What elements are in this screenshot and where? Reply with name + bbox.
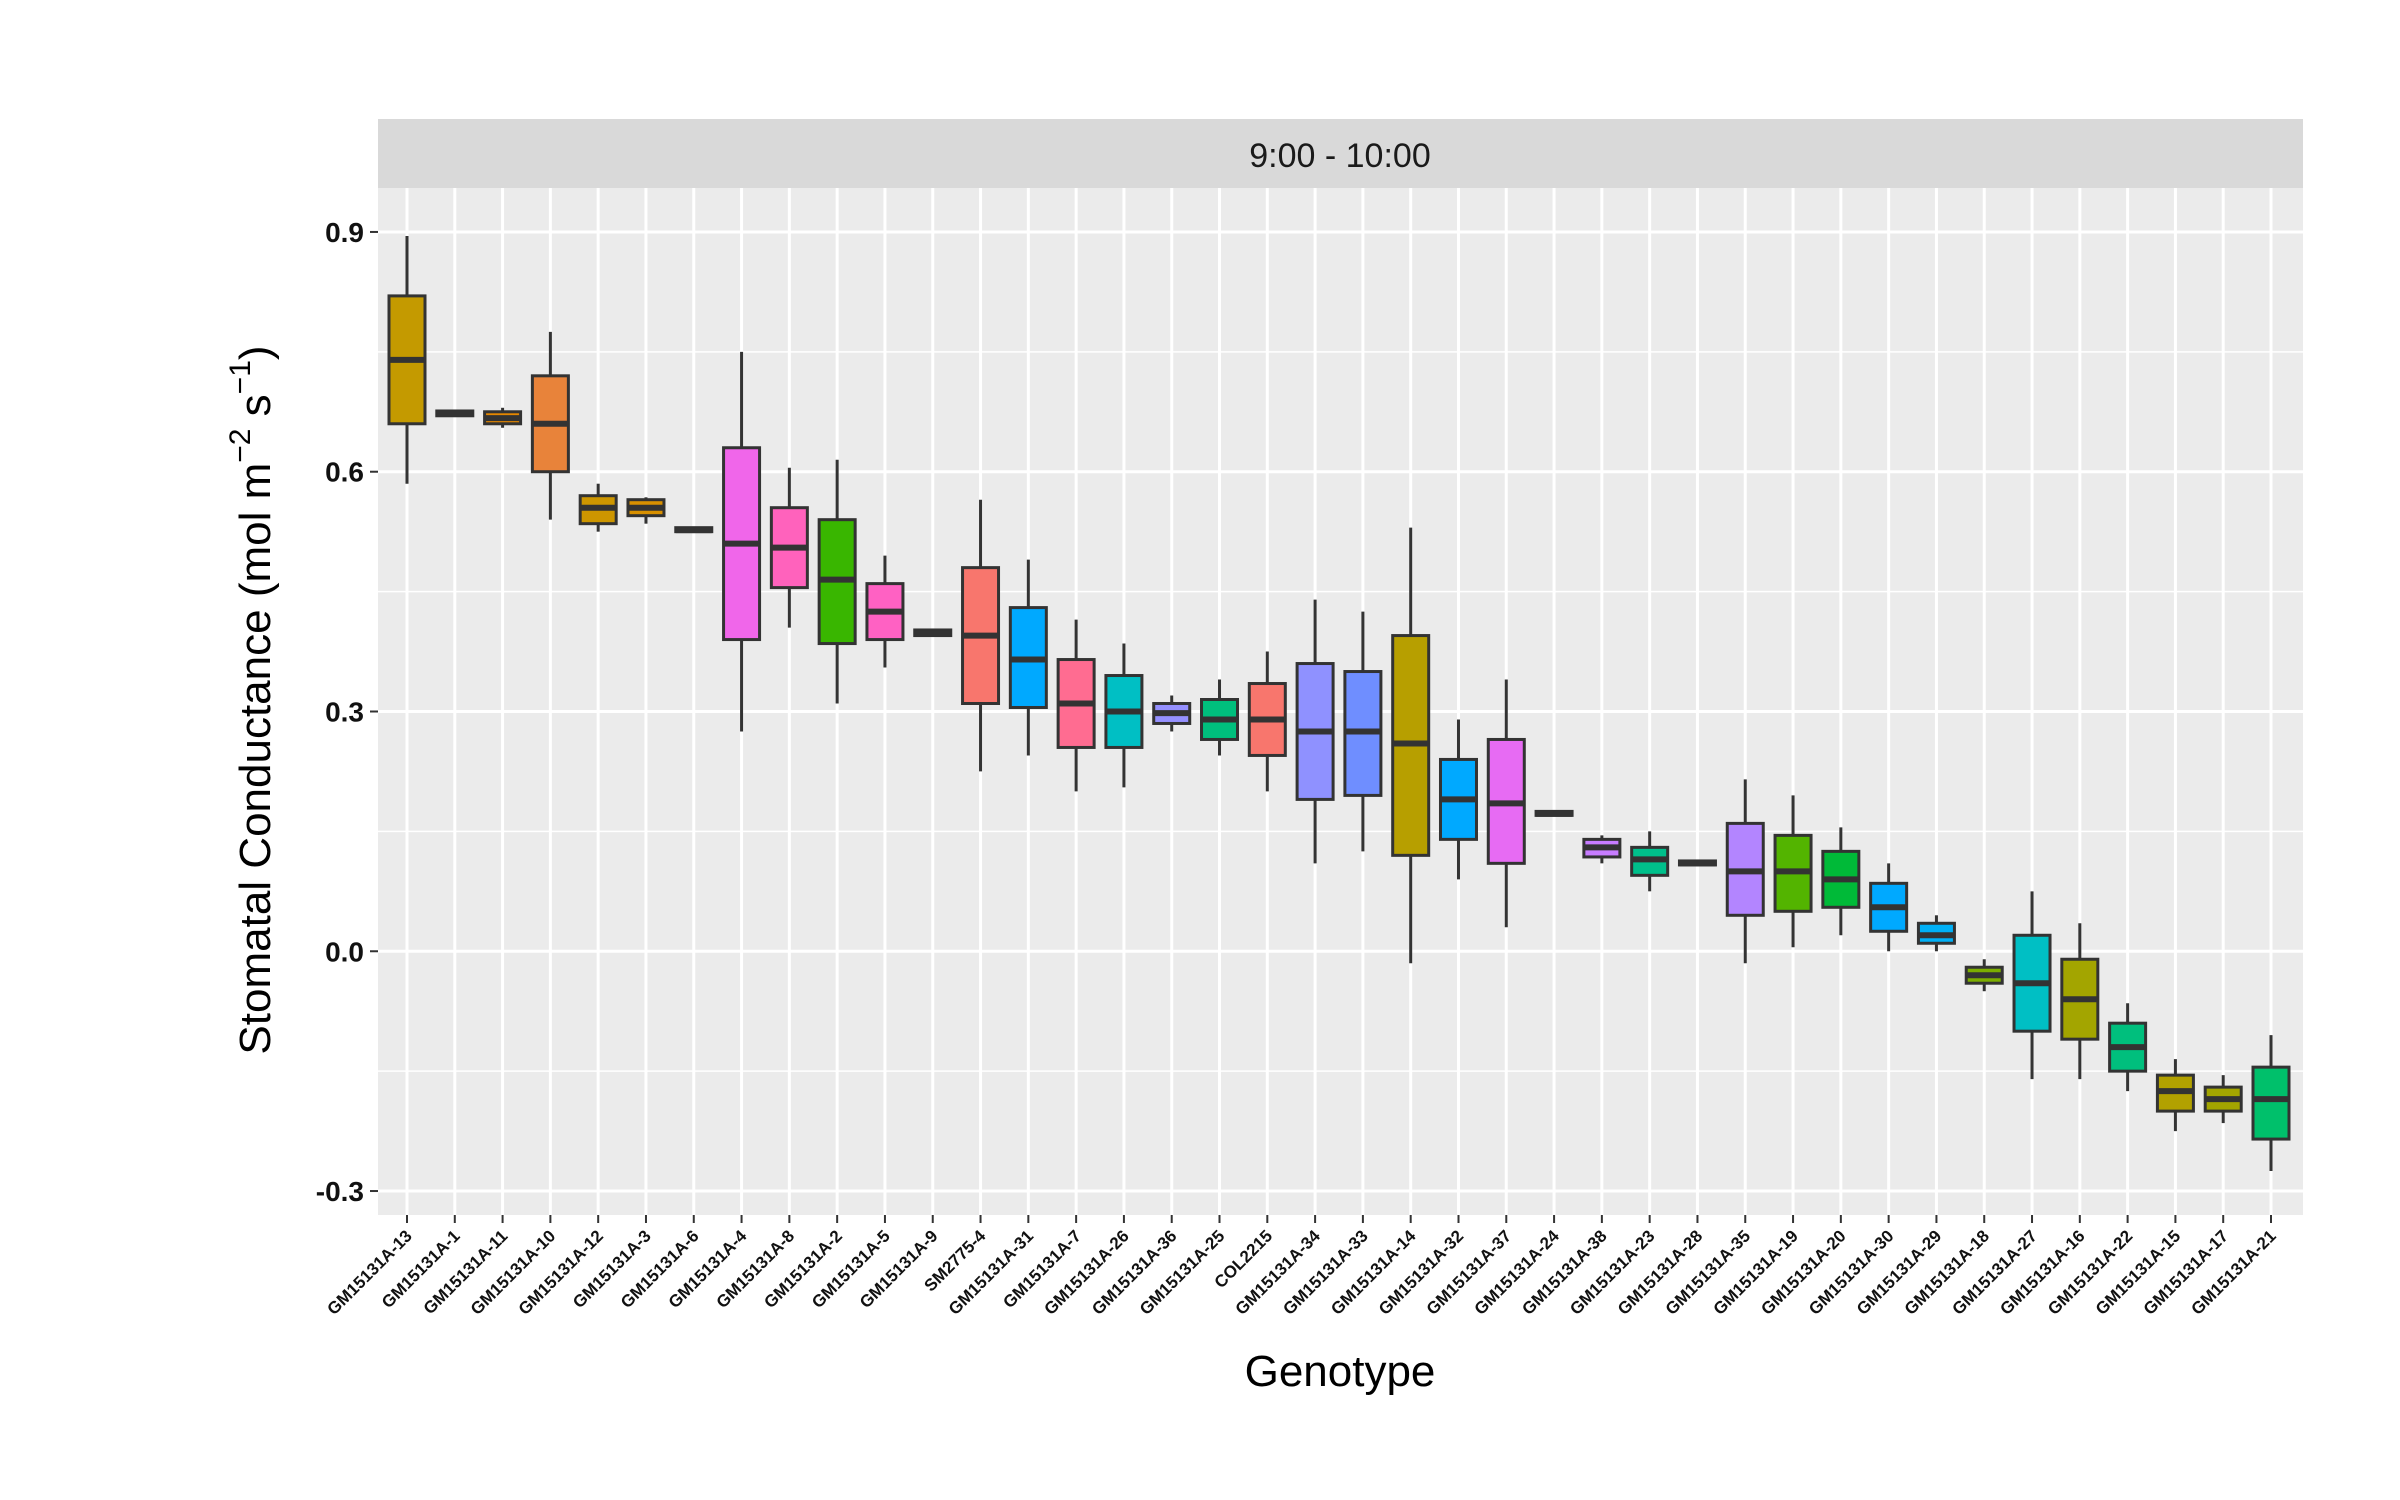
x-tick-label: GM15131A-33 bbox=[1279, 1226, 1371, 1318]
x-tick-label: GM15131A-35 bbox=[1662, 1226, 1754, 1318]
box-GM15131A-31 bbox=[1008, 559, 1048, 756]
y-axis-title: Stomatal Conductance (mol m−2 s−1) bbox=[224, 345, 280, 1054]
facet-label: 9:00 - 10:00 bbox=[1249, 137, 1430, 175]
x-tick-label: GM15131A-10 bbox=[467, 1226, 559, 1318]
panel-background bbox=[378, 188, 2303, 1215]
x-tick-label: GM15131A-25 bbox=[1136, 1226, 1228, 1318]
x-tick-label: GM15131A-28 bbox=[1614, 1226, 1706, 1318]
box-GM15131A-27 bbox=[2012, 891, 2052, 1080]
box-GM15131A-15 bbox=[2155, 1059, 2195, 1132]
box-GM15131A-37 bbox=[1486, 679, 1526, 928]
box-GM15131A-18 bbox=[1964, 959, 2004, 992]
x-tick-label: GM15131A-20 bbox=[1757, 1226, 1849, 1318]
box-GM15131A-30 bbox=[1869, 863, 1909, 952]
x-tick-label: GM15131A-11 bbox=[420, 1226, 512, 1318]
box-GM15131A-14 bbox=[1391, 527, 1431, 964]
box-GM15131A-2 bbox=[817, 459, 857, 704]
y-axis-title-end: ) bbox=[231, 345, 280, 360]
box-GM15131A-5 bbox=[865, 555, 905, 668]
box-GM15131A-24 bbox=[1534, 809, 1574, 817]
y-tick-label: 0.6 bbox=[325, 457, 364, 488]
x-tick-label: GM15131A-12 bbox=[515, 1226, 607, 1318]
box-GM15131A-9 bbox=[913, 628, 953, 638]
y-tick-label: 0.3 bbox=[325, 696, 364, 727]
box-GM15131A-35 bbox=[1725, 779, 1765, 964]
box-SM2775-4 bbox=[961, 499, 1001, 772]
x-tick-label: GM15131A-24 bbox=[1471, 1226, 1564, 1319]
x-tick-label: GM15131A-31 bbox=[945, 1226, 1037, 1318]
box-GM15131A-28 bbox=[1677, 859, 1717, 867]
x-tick-label: GM15131A-17 bbox=[2140, 1226, 2232, 1318]
box-rect bbox=[2251, 1065, 2291, 1141]
facet-strip bbox=[378, 119, 2303, 188]
box-GM15131A-22 bbox=[2108, 1003, 2148, 1092]
box-GM15131A-11 bbox=[483, 407, 523, 428]
x-tick-label: GM15131A-29 bbox=[1853, 1226, 1945, 1318]
box-GM15131A-21 bbox=[2251, 1035, 2291, 1172]
x-tick-label: GM15131A-32 bbox=[1375, 1226, 1467, 1318]
x-tick-label: GM15131A-26 bbox=[1040, 1226, 1132, 1318]
x-tick-label: GM15131A-13 bbox=[324, 1226, 416, 1318]
box-GM15131A-20 bbox=[1821, 827, 1861, 936]
x-axis-title: Genotype bbox=[1245, 1347, 1436, 1396]
box-GM15131A-34 bbox=[1295, 599, 1335, 864]
x-tick-label: GM15131A-36 bbox=[1088, 1226, 1180, 1318]
box-GM15131A-32 bbox=[1438, 719, 1478, 880]
x-tick-label: GM15131A-15 bbox=[2092, 1226, 2184, 1318]
y-tick-label: 0.0 bbox=[325, 936, 364, 967]
y-axis: -0.3 0.0 0.3 0.6 0.9 bbox=[316, 217, 378, 1207]
box-GM15131A-25 bbox=[1200, 679, 1240, 756]
x-tick-label: GM15131A-37 bbox=[1423, 1226, 1515, 1318]
y-axis-title-sup1: −2 bbox=[224, 429, 257, 463]
box-GM15131A-13 bbox=[387, 235, 427, 484]
box-GM15131A-38 bbox=[1582, 835, 1622, 864]
box-GM15131A-7 bbox=[1056, 619, 1096, 792]
box-COL2215 bbox=[1247, 651, 1287, 792]
y-axis-title-main: Stomatal Conductance (mol m bbox=[231, 463, 280, 1055]
boxes bbox=[387, 235, 2291, 1172]
box-GM15131A-4 bbox=[722, 351, 762, 732]
box-GM15131A-1 bbox=[435, 409, 475, 418]
y-axis-title-mid: s bbox=[231, 394, 280, 428]
box-GM15131A-19 bbox=[1773, 795, 1813, 948]
x-tick-label: GM15131A-27 bbox=[1949, 1226, 2041, 1318]
x-tick-label: GM15131A-38 bbox=[1518, 1226, 1610, 1318]
box-GM15131A-36 bbox=[1152, 695, 1192, 732]
grid-minor bbox=[378, 351, 2303, 1072]
box-GM15131A-29 bbox=[1916, 915, 1956, 952]
box-GM15131A-12 bbox=[578, 483, 618, 532]
x-tick-label: GM15131A-34 bbox=[1232, 1226, 1325, 1319]
x-tick-label: GM15131A-30 bbox=[1805, 1226, 1897, 1318]
x-tick-label: GM15131A-23 bbox=[1566, 1226, 1658, 1318]
x-tick-label: GM15131A-19 bbox=[1710, 1226, 1802, 1318]
x-tick-label: GM15131A-22 bbox=[2044, 1226, 2136, 1318]
x-tick-label: GM15131A-21 bbox=[2188, 1226, 2280, 1318]
y-tick-label: 0.9 bbox=[325, 217, 364, 248]
box-GM15131A-23 bbox=[1630, 831, 1670, 892]
x-tick-label: GM15131A-18 bbox=[1901, 1226, 1993, 1318]
box-GM15131A-10 bbox=[530, 331, 570, 520]
box-GM15131A-8 bbox=[769, 467, 809, 628]
box-GM15131A-17 bbox=[2203, 1075, 2243, 1124]
box-GM15131A-6 bbox=[674, 526, 714, 534]
box-GM15131A-16 bbox=[2060, 923, 2100, 1080]
box-GM15131A-26 bbox=[1104, 643, 1144, 788]
x-axis: GM15131A-13GM15131A-1GM15131A-11GM15131A… bbox=[324, 1215, 2280, 1319]
y-tick-label: -0.3 bbox=[316, 1176, 364, 1207]
y-axis-title-sup2: −1 bbox=[224, 360, 257, 394]
box-GM15131A-33 bbox=[1343, 611, 1383, 852]
x-tick-label: GM15131A-16 bbox=[1996, 1226, 2088, 1318]
x-tick-label: GM15131A-14 bbox=[1327, 1226, 1420, 1319]
box-GM15131A-3 bbox=[626, 497, 666, 524]
